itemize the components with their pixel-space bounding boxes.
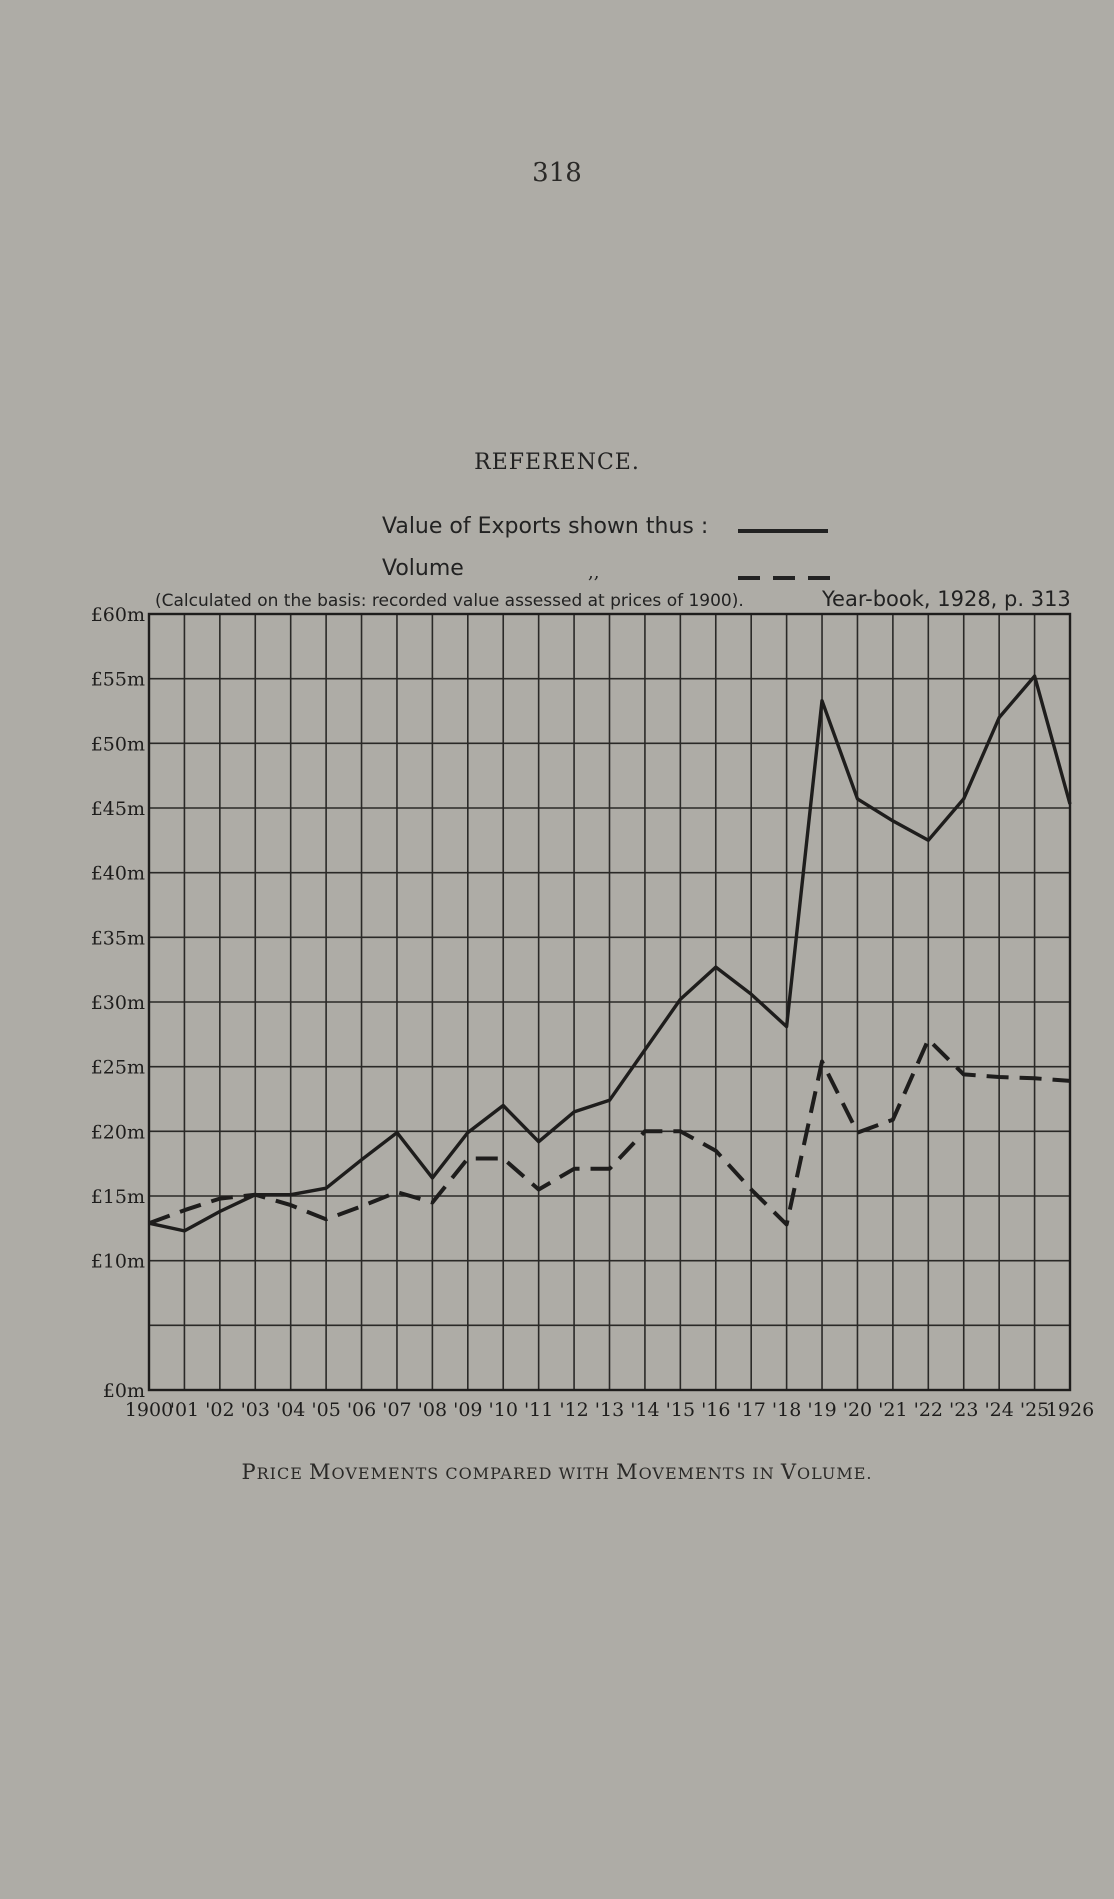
- y-tick-label: £20m: [91, 1121, 145, 1143]
- caption-part: P: [241, 1460, 257, 1484]
- x-tick-label: '01: [170, 1399, 199, 1421]
- legend-volume-label: Volume: [382, 556, 464, 581]
- page-number: 318: [532, 158, 582, 188]
- series-line-volume: [148, 1037, 1071, 1227]
- y-tick-label: £10m: [91, 1251, 145, 1273]
- x-tick-label: '16: [701, 1399, 730, 1421]
- x-tick-label: '17: [736, 1399, 765, 1421]
- x-tick-label: '24: [984, 1399, 1013, 1421]
- x-tick-label: '04: [276, 1399, 305, 1421]
- y-tick-label: £50m: [91, 733, 145, 755]
- caption-part: OLUME.: [797, 1464, 873, 1483]
- basis-note: (Calculated on the basis: recorded value…: [155, 591, 744, 611]
- caption-part: RICE: [256, 1464, 309, 1483]
- chart-caption: PRICE MOVEMENTS COMPARED WITH MOVEMENTS …: [0, 1460, 1114, 1484]
- plot-frame: [147, 612, 1072, 1392]
- x-tick-label: '02: [205, 1399, 234, 1421]
- x-tick-label: '09: [453, 1399, 482, 1421]
- x-tick-label: '03: [241, 1399, 270, 1421]
- x-tick-label: '23: [949, 1399, 978, 1421]
- y-tick-label: £55m: [91, 669, 145, 691]
- x-tick-label: '10: [489, 1399, 518, 1421]
- x-tick-label: '19: [807, 1399, 836, 1421]
- x-tick-label: '08: [418, 1399, 447, 1421]
- y-tick-label: £25m: [91, 1057, 145, 1079]
- x-tick-label: '06: [347, 1399, 376, 1421]
- legend-value-swatch: [738, 529, 828, 533]
- x-tick-label: 1926: [1046, 1399, 1094, 1421]
- x-tick-label: '25: [1020, 1399, 1049, 1421]
- x-tick-label: '12: [559, 1399, 588, 1421]
- x-tick-label: '13: [595, 1399, 624, 1421]
- x-tick-label: '18: [772, 1399, 801, 1421]
- y-tick-label: £30m: [91, 992, 145, 1014]
- caption-part: V: [780, 1460, 798, 1484]
- x-tick-label: '21: [878, 1399, 907, 1421]
- y-tick-label: £45m: [91, 798, 145, 820]
- source-reference: Year-book, 1928, p. 313: [822, 587, 1071, 611]
- x-tick-label: '14: [630, 1399, 659, 1421]
- y-tick-label: £35m: [91, 927, 145, 949]
- series-line-value: [148, 674, 1072, 1233]
- caption-part: OVEMENTS IN: [638, 1464, 781, 1483]
- caption-part: M: [616, 1460, 639, 1484]
- y-tick-label: £60m: [91, 604, 145, 626]
- x-tick-label: '20: [843, 1399, 872, 1421]
- reference-title: REFERENCE.: [474, 450, 640, 475]
- x-tick-label: 1900: [125, 1399, 173, 1421]
- x-tick-label: '05: [311, 1399, 340, 1421]
- caption-part: OVEMENTS COMPARED WITH: [331, 1464, 617, 1483]
- y-tick-label: £40m: [91, 863, 145, 885]
- x-tick-label: '11: [524, 1399, 553, 1421]
- legend-value-label: Value of Exports shown thus :: [382, 514, 709, 539]
- y-tick-label: £0m: [103, 1380, 145, 1402]
- x-tick-label: '07: [382, 1399, 411, 1421]
- y-tick-label: £15m: [91, 1186, 145, 1208]
- caption-part: M: [308, 1460, 332, 1484]
- legend-ditto-mark: ,,: [588, 562, 600, 583]
- x-tick-label: '22: [914, 1399, 943, 1421]
- x-tick-label: '15: [666, 1399, 695, 1421]
- legend-volume-swatch: [738, 576, 830, 580]
